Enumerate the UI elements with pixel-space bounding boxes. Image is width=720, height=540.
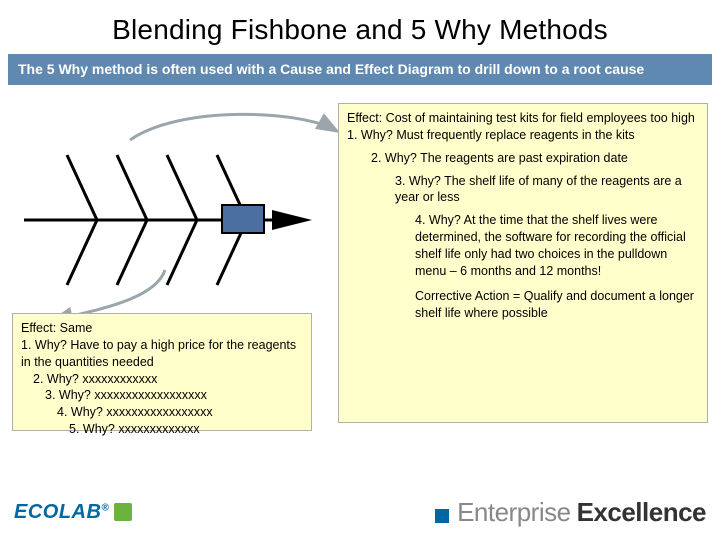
left-5why-box: Effect: Same 1. Why? Have to pay a high … <box>12 313 312 431</box>
footer: ECOLAB® Enterprise Excellence <box>0 492 720 532</box>
left-why3: 3. Why? xxxxxxxxxxxxxxxxxx <box>21 387 303 404</box>
ecolab-wordmark: ECOLAB® <box>14 501 109 524</box>
left-effect: Effect: Same <box>21 320 303 337</box>
right-effect: Effect: Cost of maintaining test kits fo… <box>347 110 699 127</box>
content-area: Effect: Cost of maintaining test kits fo… <box>0 85 720 475</box>
page-title: Blending Fishbone and 5 Why Methods <box>0 0 720 54</box>
ee-word-excellence: Excellence <box>577 497 706 528</box>
ee-word-enterprise: Enterprise <box>457 497 571 528</box>
ecolab-logo: ECOLAB® <box>14 501 132 524</box>
right-5why-box: Effect: Cost of maintaining test kits fo… <box>338 103 708 423</box>
right-why1: 1. Why? Must frequently replace reagents… <box>347 127 699 144</box>
right-why3: 3. Why? The shelf life of many of the re… <box>347 173 699 207</box>
left-why5: 5. Why? xxxxxxxxxxxxx <box>21 421 303 438</box>
right-corrective: Corrective Action = Qualify and document… <box>347 288 699 322</box>
subtitle-bar: The 5 Why method is often used with a Ca… <box>8 54 712 85</box>
left-why1: 1. Why? Have to pay a high price for the… <box>21 337 303 371</box>
right-why4: 4. Why? At the time that the shelf lives… <box>347 212 699 280</box>
left-why4: 4. Why? xxxxxxxxxxxxxxxxx <box>21 404 303 421</box>
ecolab-green-square-icon <box>114 503 132 521</box>
right-why2: 2. Why? The reagents are past expiration… <box>347 150 699 167</box>
enterprise-excellence-logo: Enterprise Excellence <box>435 497 706 528</box>
left-why2: 2. Why? xxxxxxxxxxxx <box>21 371 303 388</box>
ee-square-icon <box>435 509 449 523</box>
